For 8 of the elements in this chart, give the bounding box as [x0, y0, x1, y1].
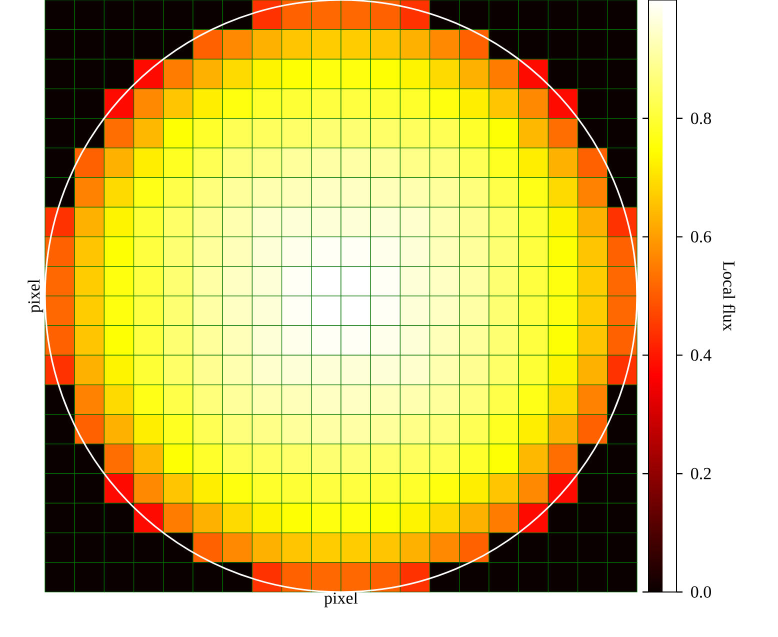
color-bar-label: 0.2 [691, 468, 711, 480]
color-bar-label: 0.6 [691, 231, 712, 243]
color-bar-label: 0.8 [691, 112, 711, 124]
color-bar-title: Local flux [723, 261, 736, 331]
color-bar-label: 0.0 [691, 586, 711, 598]
x-axis-title: pixel [324, 592, 358, 608]
y-axis-title: pixel [28, 279, 44, 313]
color-bar-label: 0.4 [691, 349, 712, 361]
